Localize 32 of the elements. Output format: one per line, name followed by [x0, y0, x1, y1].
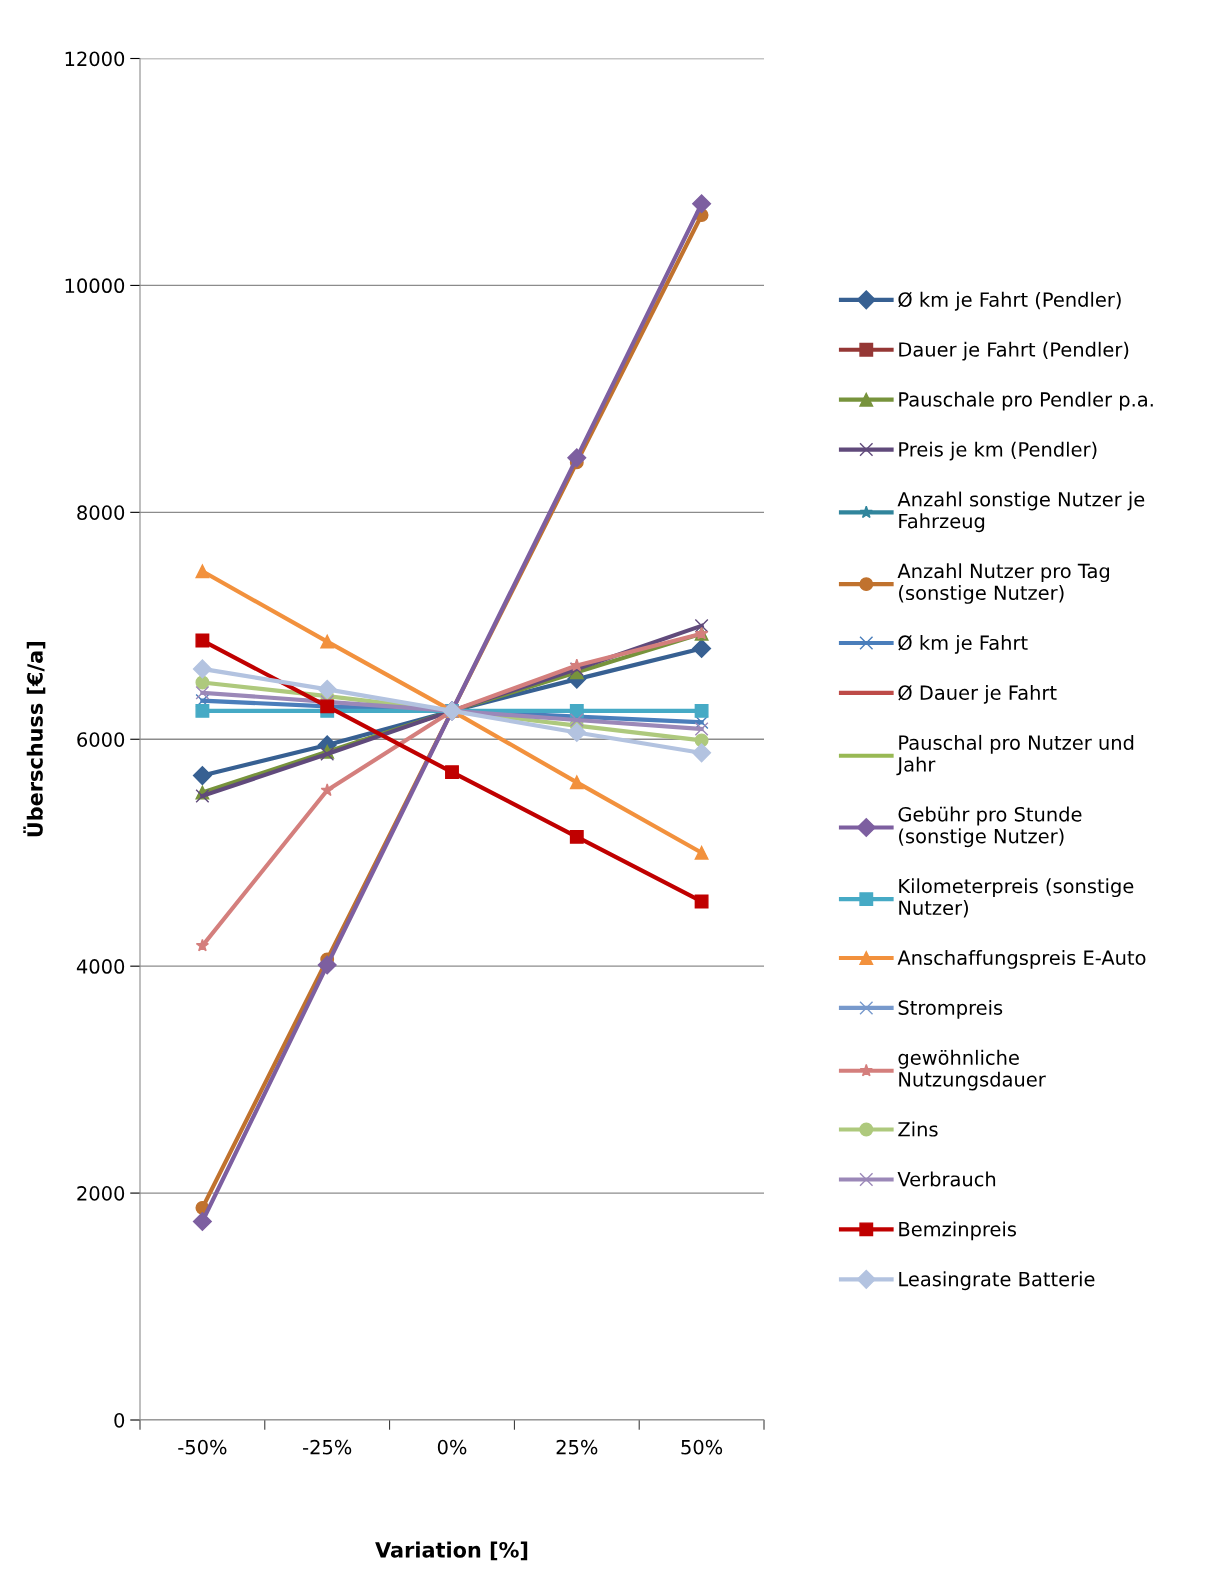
- y-tick-label: 0: [114, 1412, 125, 1428]
- legend-label: Verbrauch: [897, 1171, 996, 1187]
- legend-label: Gebühr pro Stunde (sonstige Nutzer): [898, 806, 1082, 848]
- x-tick-label: -25%: [303, 1439, 352, 1455]
- y-tick-label: 12000: [65, 51, 125, 67]
- legend-label: gewöhnliche Nutzungsdauer: [898, 1049, 1046, 1091]
- legend-label: Ø km je Fahrt (Pendler): [898, 291, 1121, 311]
- legend-label: Preis je km (Pendler): [899, 441, 1097, 461]
- y-tick-label: 10000: [65, 278, 125, 294]
- x-tick-label: 0%: [437, 1439, 467, 1455]
- legend-label: Anzahl sonstige Nutzer je Fahrzeug: [897, 491, 1145, 533]
- legend-label: Ø km je Fahrt: [898, 634, 1028, 654]
- x-tick-label: 50%: [681, 1439, 723, 1455]
- legend-label: Pauschal pro Nutzer und Jahr: [896, 734, 1134, 776]
- x-axis-title: Variation [%]: [375, 1541, 528, 1561]
- legend-label: Pauschale pro Pendler p.a.: [899, 391, 1153, 411]
- legend-label: Ø Dauer je Fahrt: [898, 684, 1057, 704]
- legend-label: Zins: [898, 1121, 938, 1137]
- y-tick-label: 8000: [77, 505, 125, 520]
- legend-label: Kilometerpreis (sonstige Nutzer): [899, 878, 1134, 918]
- y-tick-label: 6000: [77, 732, 125, 747]
- x-tick-label: 25%: [556, 1439, 598, 1455]
- legend-label: Strompreis: [898, 999, 1003, 1019]
- y-tick-label: 2000: [77, 1186, 125, 1201]
- legend-label: Bemzinpreis: [899, 1221, 1017, 1241]
- y-tick-label: 4000: [76, 959, 125, 974]
- legend-label: Anschaffungspreis E-Auto: [897, 950, 1146, 969]
- legend-label: Dauer je Fahrt (Pendler): [899, 341, 1129, 361]
- y-axis-title: Überschuss [€/a]: [23, 642, 46, 837]
- x-tick-label: -50%: [178, 1439, 227, 1455]
- legend-label: Leasingrate Batterie: [899, 1271, 1095, 1291]
- legend-label: Anzahl Nutzer pro Tag (sonstige Nutzer): [897, 563, 1110, 604]
